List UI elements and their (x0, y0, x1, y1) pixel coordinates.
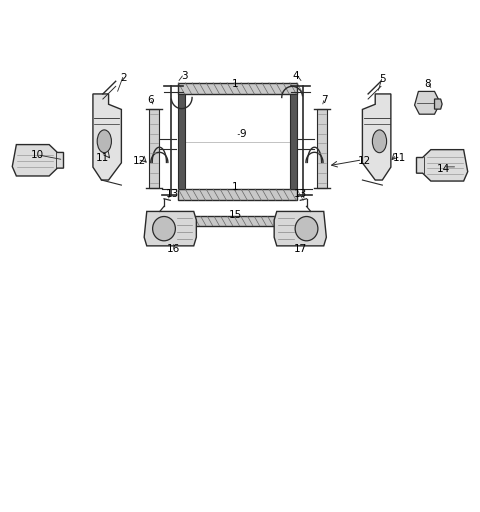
Ellipse shape (372, 130, 386, 153)
Polygon shape (415, 92, 438, 114)
Text: 17: 17 (294, 244, 307, 254)
Polygon shape (144, 211, 196, 246)
Text: 3: 3 (180, 71, 187, 81)
Text: 1: 1 (232, 182, 239, 192)
Text: 8: 8 (424, 79, 431, 89)
Polygon shape (12, 144, 63, 176)
Polygon shape (274, 211, 326, 246)
Text: 12: 12 (133, 156, 146, 166)
Text: 13: 13 (166, 189, 179, 199)
Text: 5: 5 (379, 74, 385, 84)
Text: 9: 9 (239, 130, 246, 139)
Bar (179, 94, 185, 189)
Bar (290, 94, 297, 189)
Circle shape (153, 217, 175, 241)
Text: 15: 15 (228, 210, 242, 221)
Bar (180, 217, 295, 226)
Text: 12: 12 (358, 156, 371, 166)
Text: 4: 4 (293, 71, 300, 81)
Text: 7: 7 (321, 95, 328, 105)
Text: 16: 16 (167, 244, 180, 254)
Polygon shape (434, 99, 442, 109)
Bar (317, 109, 327, 187)
Bar (179, 189, 297, 200)
Text: 1: 1 (232, 79, 239, 89)
Polygon shape (417, 150, 468, 181)
Text: 11: 11 (393, 153, 406, 163)
Text: 13: 13 (294, 189, 307, 199)
Bar (179, 83, 297, 94)
Bar (149, 109, 159, 187)
Text: 10: 10 (30, 150, 44, 160)
Polygon shape (93, 94, 121, 180)
Text: 14: 14 (436, 164, 450, 174)
Circle shape (295, 217, 318, 241)
Ellipse shape (97, 130, 111, 153)
Text: 6: 6 (147, 95, 154, 105)
Text: 2: 2 (120, 73, 127, 83)
Text: 11: 11 (96, 153, 109, 163)
Polygon shape (362, 94, 391, 180)
